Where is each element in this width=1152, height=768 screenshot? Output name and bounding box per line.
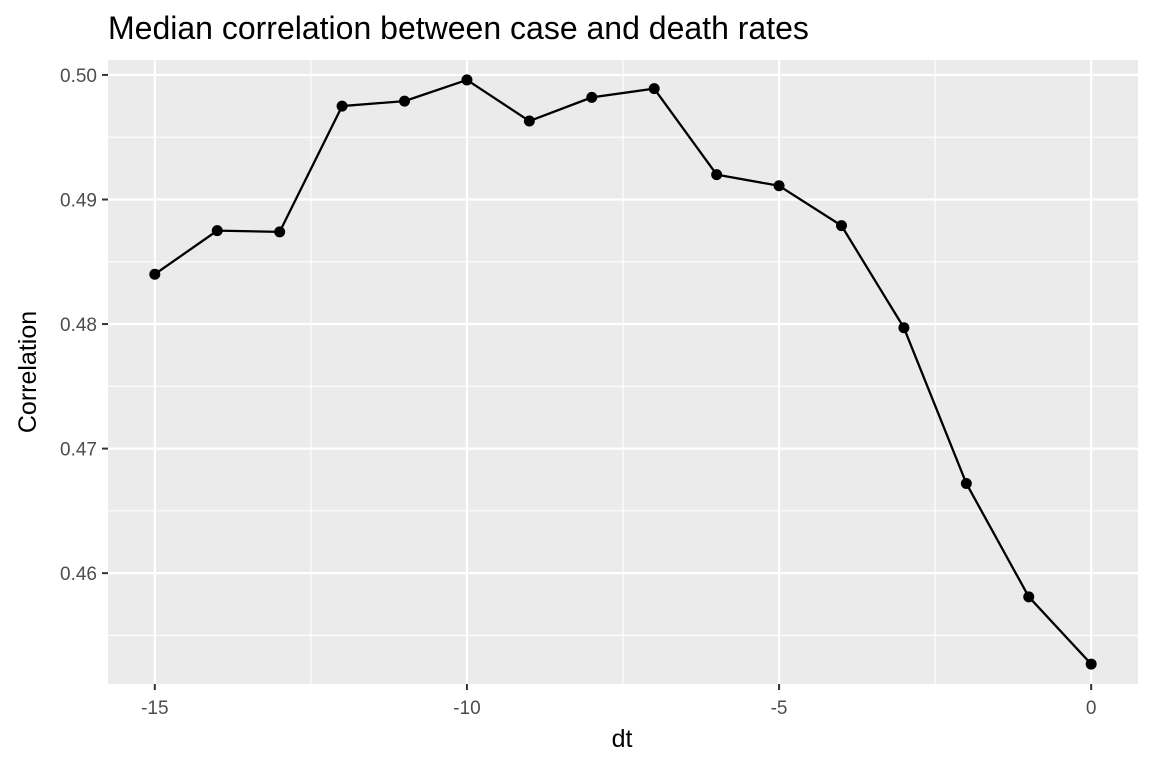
y-tick-label: 0.46 bbox=[60, 564, 97, 585]
data-point bbox=[1085, 658, 1097, 670]
axis-ticks: -15 -10 -5 0 0.46 0.47 0.48 0.49 0.50 bbox=[60, 66, 1096, 719]
data-point bbox=[523, 115, 535, 127]
series-line bbox=[154, 78, 1093, 665]
x-tick-label: -15 bbox=[141, 698, 168, 719]
data-point bbox=[399, 95, 411, 107]
data-point bbox=[336, 100, 348, 112]
data-point bbox=[773, 180, 785, 192]
minor-gridlines bbox=[108, 60, 1138, 684]
data-point bbox=[711, 169, 723, 181]
data-point bbox=[960, 477, 972, 489]
major-gridlines bbox=[108, 60, 1138, 684]
data-point bbox=[648, 83, 660, 95]
data-point bbox=[898, 322, 910, 334]
data-point bbox=[211, 225, 223, 237]
data-point bbox=[274, 226, 286, 238]
y-tick-label: 0.49 bbox=[60, 190, 97, 211]
y-tick-label: 0.48 bbox=[60, 315, 97, 336]
x-axis-title: dt bbox=[612, 725, 633, 753]
data-point bbox=[586, 91, 598, 103]
data-point bbox=[149, 268, 161, 280]
x-tick-label: 0 bbox=[1086, 698, 1097, 719]
data-point bbox=[1023, 591, 1035, 603]
x-tick-label: -10 bbox=[453, 698, 480, 719]
y-axis-title: Correlation bbox=[14, 311, 42, 433]
chart-title: Median correlation between case and deat… bbox=[108, 10, 809, 46]
data-point bbox=[461, 74, 473, 86]
y-tick-label: 0.47 bbox=[60, 440, 97, 461]
x-tick-label: -5 bbox=[771, 698, 788, 719]
series-layer bbox=[149, 74, 1097, 670]
y-tick-label: 0.50 bbox=[60, 66, 97, 87]
data-point bbox=[835, 220, 847, 232]
